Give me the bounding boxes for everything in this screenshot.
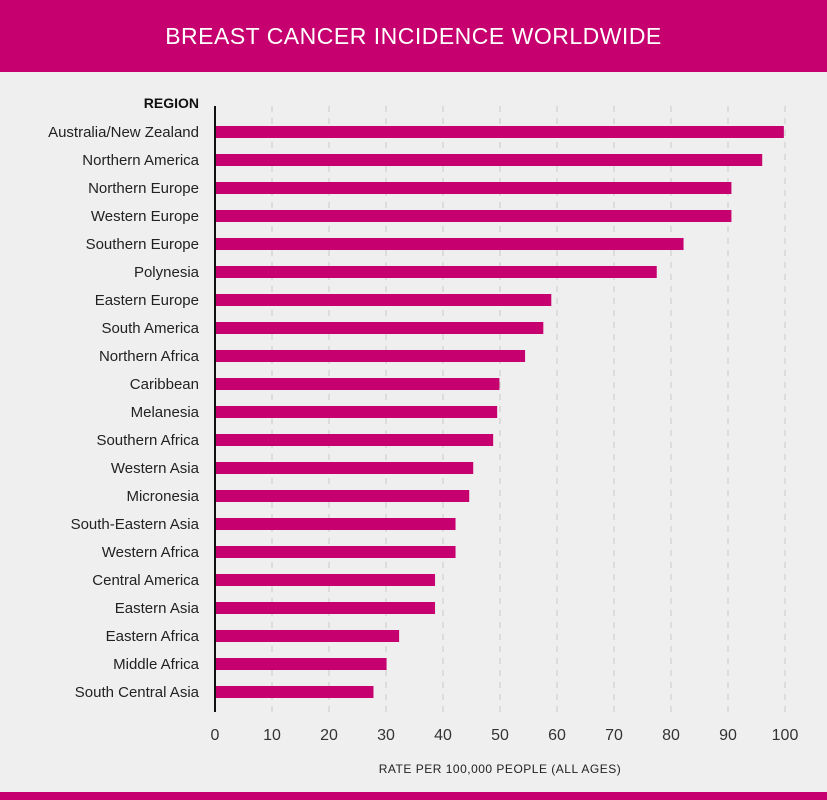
bar <box>215 462 474 474</box>
y-tick-label: Australia/New Zealand <box>48 124 199 141</box>
y-tick-label: Southern Africa <box>96 432 199 449</box>
chart-title: BREAST CANCER INCIDENCE WORLDWIDE <box>0 0 827 72</box>
y-tick-label: South Central Asia <box>75 684 200 701</box>
y-tick-label: Eastern Europe <box>95 292 199 309</box>
bar <box>215 574 436 586</box>
bar <box>215 126 784 138</box>
x-tick-label: 50 <box>491 727 509 744</box>
x-tick-label: 20 <box>320 727 338 744</box>
bar <box>215 490 470 502</box>
bar <box>215 238 684 250</box>
y-tick-label: Caribbean <box>130 376 199 393</box>
x-tick-label: 30 <box>377 727 395 744</box>
bar <box>215 266 657 278</box>
bar <box>215 658 387 670</box>
y-tick-label: South-Eastern Asia <box>71 516 200 533</box>
x-tick-label: 0 <box>211 727 220 744</box>
x-tick-label: 10 <box>263 727 281 744</box>
y-tick-label: Western Europe <box>91 208 199 225</box>
y-tick-label: Middle Africa <box>113 656 200 673</box>
bar <box>215 322 544 334</box>
y-tick-label: Melanesia <box>131 404 200 421</box>
x-axis-title: RATE PER 100,000 PEOPLE (ALL AGES) <box>379 762 621 776</box>
bar <box>215 518 456 530</box>
y-tick-label: Western Africa <box>102 544 200 561</box>
x-tick-label: 60 <box>548 727 566 744</box>
y-tick-label: Northern Europe <box>88 180 199 197</box>
bar <box>215 182 732 194</box>
x-tick-label: 80 <box>662 727 680 744</box>
y-tick-label: Polynesia <box>134 264 200 281</box>
bar <box>215 350 526 362</box>
x-tick-label: 100 <box>772 727 799 744</box>
bar <box>215 630 400 642</box>
bar <box>215 546 456 558</box>
y-tick-label: Northern Africa <box>99 348 200 365</box>
y-tick-label: Eastern Asia <box>115 600 200 617</box>
x-tick-label: 90 <box>719 727 737 744</box>
bar <box>215 434 494 446</box>
y-tick-label: Central America <box>92 572 199 589</box>
x-tick-label: 70 <box>605 727 623 744</box>
y-tick-label: Northern America <box>82 152 199 169</box>
y-tick-label: South America <box>101 320 199 337</box>
bar <box>215 686 374 698</box>
y-tick-label: Micronesia <box>126 488 199 505</box>
y-axis-title: REGION <box>144 95 199 111</box>
x-tick-label: 40 <box>434 727 452 744</box>
bar <box>215 378 500 390</box>
y-tick-label: Southern Europe <box>86 236 199 253</box>
footer-bar <box>0 792 827 800</box>
bar <box>215 210 732 222</box>
y-tick-label: Western Asia <box>111 460 200 477</box>
bar <box>215 406 498 418</box>
y-tick-label: Eastern Africa <box>106 628 200 645</box>
bar <box>215 294 552 306</box>
bar <box>215 154 763 166</box>
bar <box>215 602 436 614</box>
